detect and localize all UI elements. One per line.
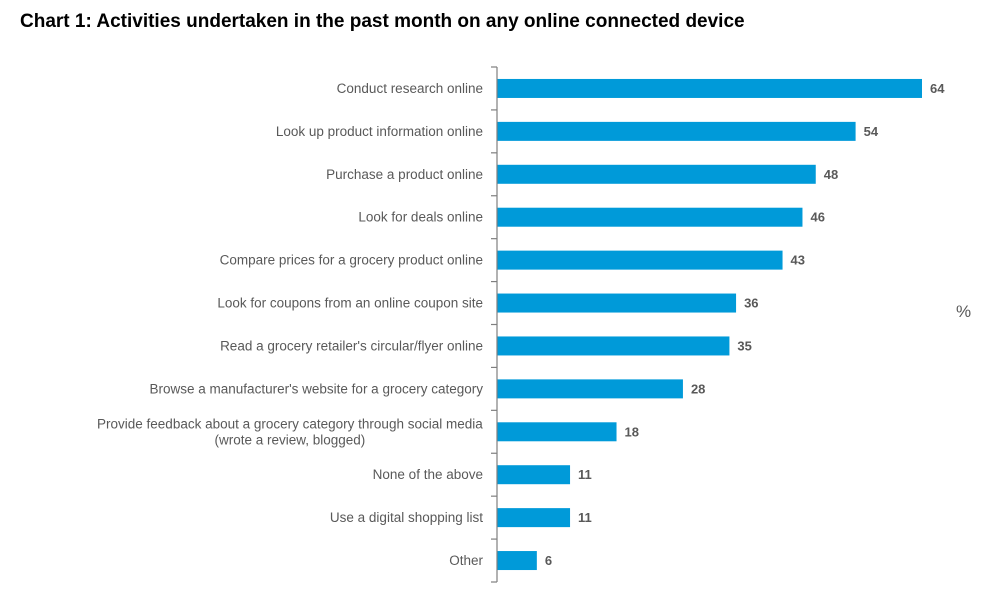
category-label: Browse a manufacturer's website for a gr… xyxy=(150,381,484,396)
bars-group xyxy=(497,78,922,571)
bar xyxy=(497,250,783,270)
bar xyxy=(497,422,617,442)
category-label: Compare prices for a grocery product onl… xyxy=(220,253,483,268)
category-label: Look up product information online xyxy=(276,124,483,139)
bar xyxy=(497,551,537,571)
value-label: 46 xyxy=(810,210,824,225)
unit-label: % xyxy=(956,302,972,321)
category-label: Provide feedback about a grocery categor… xyxy=(97,416,483,447)
y-axis xyxy=(491,66,498,583)
value-label: 11 xyxy=(578,467,592,482)
value-label: 64 xyxy=(930,81,945,96)
value-label: 11 xyxy=(578,510,592,525)
bar xyxy=(497,121,856,141)
category-label-line: (wrote a review, blogged) xyxy=(214,432,365,447)
bar xyxy=(497,336,730,356)
category-label: Conduct research online xyxy=(337,81,483,96)
category-label: Read a grocery retailer's circular/flyer… xyxy=(220,338,483,353)
category-label: Look for deals online xyxy=(358,210,483,225)
category-label: Purchase a product online xyxy=(326,167,483,182)
bar xyxy=(497,78,922,98)
category-labels: Conduct research online Look up product i… xyxy=(97,81,483,568)
bar xyxy=(497,207,803,227)
category-label: Use a digital shopping list xyxy=(330,510,483,525)
category-label: None of the above xyxy=(373,467,483,482)
value-labels: 64 54 48 46 43 36 35 28 18 11 11 6 xyxy=(545,81,945,568)
value-label: 43 xyxy=(791,253,805,268)
value-label: 35 xyxy=(737,338,751,353)
value-label: 6 xyxy=(545,553,552,568)
bar xyxy=(497,164,816,184)
value-label: 48 xyxy=(824,167,838,182)
value-label: 36 xyxy=(744,296,758,311)
value-label: 18 xyxy=(625,424,639,439)
category-label-line: Provide feedback about a grocery categor… xyxy=(97,416,483,431)
value-label: 28 xyxy=(691,381,705,396)
chart-title: Chart 1: Activities undertaken in the pa… xyxy=(20,11,745,32)
bar xyxy=(497,508,571,528)
category-label: Look for coupons from an online coupon s… xyxy=(217,296,483,311)
bar xyxy=(497,465,571,485)
bar xyxy=(497,293,737,313)
value-label: 54 xyxy=(864,124,879,139)
category-label: Other xyxy=(449,553,483,568)
bar xyxy=(497,379,683,399)
